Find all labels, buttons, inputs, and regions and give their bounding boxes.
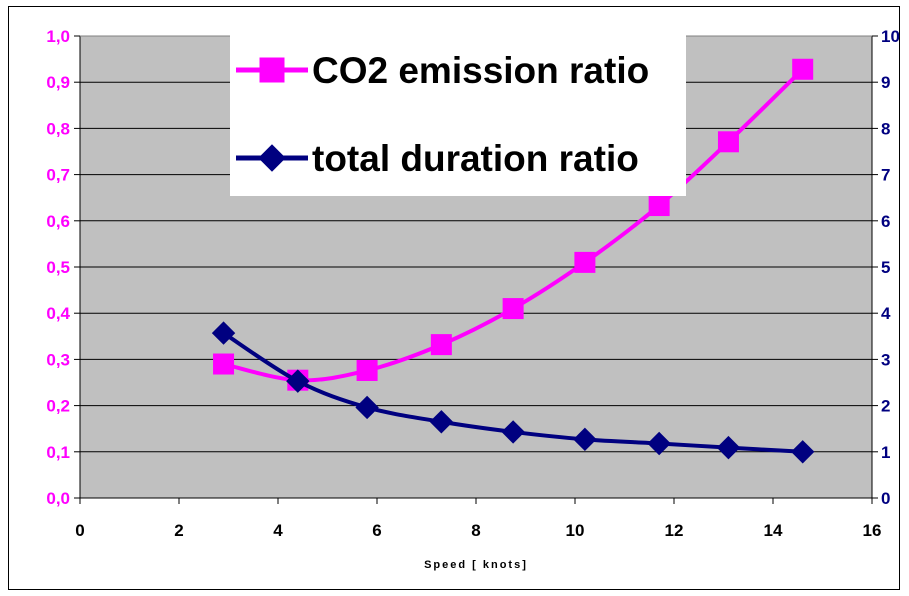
right-tick-label: 3: [881, 350, 890, 369]
x-tick-label: 2: [174, 521, 183, 540]
co2-data-point: [356, 359, 378, 381]
left-tick-label: 0,9: [46, 73, 70, 92]
left-tick-label: 0,3: [46, 350, 70, 369]
series-co2-emission-ratio: [213, 58, 814, 391]
legend-square-marker: [259, 57, 285, 83]
co2-data-point: [213, 353, 235, 375]
duration-data-point: [573, 427, 597, 452]
legend-item-duration: total duration ratio: [236, 138, 639, 179]
co2-data-point: [648, 195, 670, 217]
left-tick-label: 0,6: [46, 212, 70, 231]
duration-data-point: [647, 431, 671, 456]
co2-data-point: [717, 131, 739, 153]
series-total-duration-ratio: [211, 321, 815, 464]
x-tick-label: 10: [566, 521, 585, 540]
duration-data-point: [211, 321, 236, 345]
left-tick-label: 0,4: [46, 304, 70, 323]
x-tick-label: 4: [273, 521, 283, 540]
x-tick-label: 6: [372, 521, 381, 540]
right-tick-label: 8: [881, 119, 890, 138]
co2-data-point: [792, 58, 814, 80]
duration-data-point: [286, 369, 310, 393]
legend-item-co2: CO2 emission ratio: [236, 50, 649, 91]
duration-data-point: [790, 440, 815, 464]
duration-data-point: [355, 395, 379, 420]
x-tick-label: 16: [863, 521, 882, 540]
right-tick-label: 0: [881, 489, 890, 508]
right-y-axis-ticks: 0 1 2 3 4 5 6 7 8 9 10: [872, 27, 900, 508]
x-tick-label: 8: [471, 521, 480, 540]
duration-data-point: [501, 420, 525, 444]
legend-label: total duration ratio: [312, 138, 639, 179]
duration-data-point: [429, 410, 454, 434]
right-tick-label: 5: [881, 258, 890, 277]
co2-data-point: [502, 298, 524, 320]
duration-data-point: [716, 435, 741, 460]
right-tick-label: 10: [881, 27, 900, 46]
left-tick-label: 0,0: [46, 489, 70, 508]
legend-diamond-marker: [258, 144, 286, 172]
co2-data-point: [430, 334, 452, 356]
right-tick-label: 6: [881, 212, 890, 231]
left-tick-label: 1,0: [46, 27, 70, 46]
right-tick-label: 2: [881, 397, 890, 416]
x-tick-label: 0: [75, 521, 84, 540]
x-axis-ticks: 0 2 4 6 8 10 12 14 16: [75, 498, 881, 540]
right-tick-label: 1: [881, 443, 890, 462]
x-tick-label: 12: [665, 521, 684, 540]
right-tick-label: 9: [881, 73, 890, 92]
legend-label: CO2 emission ratio: [312, 50, 649, 91]
left-tick-label: 0,5: [46, 258, 70, 277]
legend: CO2 emission ratio total duration ratio: [230, 28, 686, 196]
co2-data-point: [574, 251, 596, 273]
right-tick-label: 7: [881, 166, 890, 185]
left-tick-label: 0,1: [46, 443, 70, 462]
x-tick-label: 14: [764, 521, 783, 540]
series-layer: [211, 58, 815, 464]
co2-emission-line: [223, 67, 805, 383]
left-tick-label: 0,7: [46, 166, 70, 185]
left-tick-label: 0,2: [46, 397, 70, 416]
left-tick-label: 0,8: [46, 119, 70, 138]
left-y-axis-ticks: 0,0 0,1 0,2 0,3 0,4 0,5 0,6 0,7 0,8 0,9 1,0: [46, 27, 80, 508]
x-axis-label: Speed [ knots]: [424, 559, 528, 571]
legend-box: [230, 28, 686, 196]
right-tick-label: 4: [881, 304, 891, 323]
